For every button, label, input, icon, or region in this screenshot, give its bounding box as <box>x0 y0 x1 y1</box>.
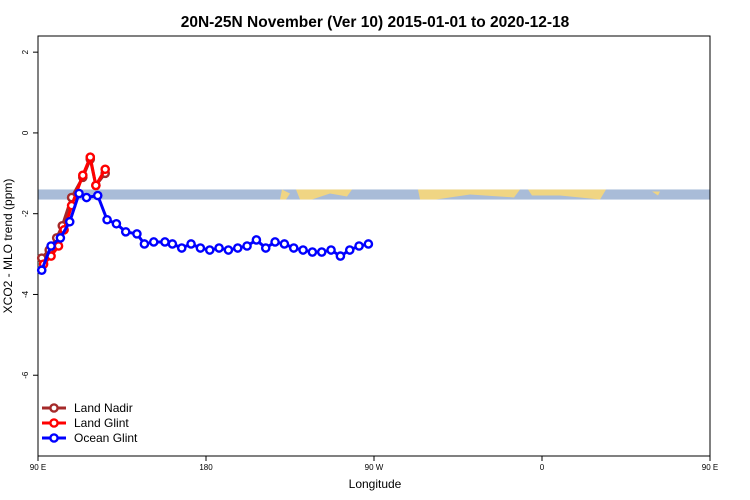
data-point <box>148 237 159 247</box>
x-tick-label: 0 <box>540 463 545 472</box>
data-point <box>64 216 75 227</box>
data-point <box>326 245 336 255</box>
chart-title: 20N-25N November (Ver 10) 2015-01-01 to … <box>181 14 570 31</box>
data-point <box>81 192 92 203</box>
y-tick-label: -6 <box>21 371 30 379</box>
data-point <box>251 235 262 245</box>
map-land-patch <box>528 189 606 200</box>
data-point <box>176 243 187 253</box>
x-tick-label: 180 <box>199 463 213 472</box>
y-tick-label: -2 <box>21 210 30 218</box>
data-point <box>288 243 299 253</box>
y-tick-label: -4 <box>21 290 30 298</box>
data-point <box>344 245 355 255</box>
data-point <box>335 251 346 261</box>
legend-label: Land Glint <box>74 416 129 430</box>
y-axis-label: XCO2 - MLO trend (ppm) <box>1 179 15 314</box>
data-point <box>307 247 318 257</box>
data-point <box>204 245 215 255</box>
map-land-patch <box>652 191 660 196</box>
data-point <box>55 233 66 243</box>
x-tick-label: 90 E <box>702 463 718 472</box>
data-point <box>298 245 308 255</box>
legend-label: Ocean Glint <box>74 431 138 445</box>
data-point <box>46 241 56 251</box>
data-point <box>78 170 88 181</box>
data-point <box>279 239 290 249</box>
data-point <box>167 239 178 249</box>
data-point <box>160 237 170 247</box>
data-point <box>195 243 206 253</box>
legend-marker <box>49 433 59 443</box>
world-map-strip <box>38 189 710 200</box>
map-land-patch <box>296 189 352 200</box>
data-point <box>139 239 150 249</box>
data-point <box>36 265 47 276</box>
legend-marker <box>49 418 59 428</box>
y-tick-label: 2 <box>21 49 30 54</box>
data-point <box>120 227 131 237</box>
x-tick-label: 90 W <box>365 463 384 472</box>
x-tick-label: 90 E <box>30 463 46 472</box>
data-point <box>270 237 280 247</box>
map-ocean-band <box>38 189 710 200</box>
map-land-patch <box>418 189 520 200</box>
data-point <box>111 218 122 229</box>
data-point <box>316 247 327 257</box>
data-point <box>354 241 364 251</box>
data-point <box>242 241 252 251</box>
data-point <box>91 180 101 191</box>
data-point <box>260 243 271 253</box>
data-point <box>214 243 224 253</box>
data-point <box>100 164 110 175</box>
series-layer <box>36 151 374 276</box>
data-point <box>186 239 196 249</box>
y-tick-label: 0 <box>21 130 30 135</box>
plot-frame <box>37 35 711 457</box>
x-axis-ticks: 90 E 180 90 W 0 90 E <box>30 456 718 472</box>
data-point <box>223 245 234 255</box>
data-point <box>232 243 243 253</box>
data-point <box>74 188 84 199</box>
data-point <box>85 152 96 162</box>
data-point <box>92 190 103 201</box>
data-point <box>132 229 142 239</box>
map-land-patch <box>280 189 290 200</box>
x-axis-label: Longitude <box>349 477 402 491</box>
y-axis-ticks: 2 0 -2 -4 -6 <box>21 49 38 379</box>
legend-marker <box>49 403 59 413</box>
data-point <box>363 239 374 249</box>
data-point <box>102 214 112 225</box>
legend-label: Land Nadir <box>74 401 133 415</box>
series-line <box>40 191 369 271</box>
